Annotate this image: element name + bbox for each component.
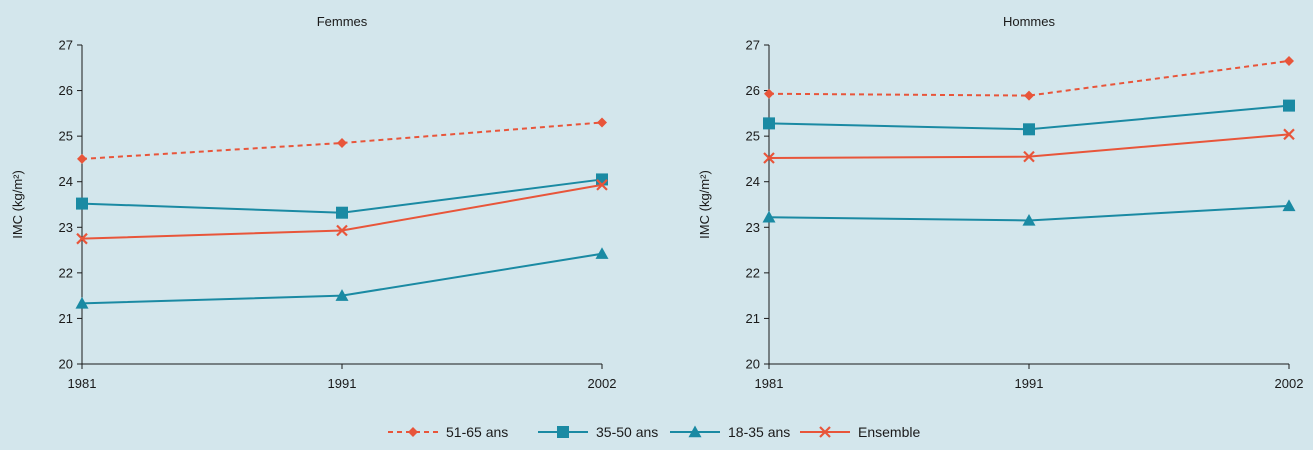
legend-label: 18-35 ans [728,424,790,440]
series-line-51-65-ans [81,121,603,160]
y-tick-label-femmes: 24 [59,174,73,189]
x-tick-label-hommes: 1981 [755,376,784,391]
data-point-ensemble [1283,128,1295,141]
series-line-ensemble [768,133,1290,160]
data-point-35-50-ans [1283,99,1295,112]
chart-panel-hommes: Hommes IMC (kg/m²) 20 21 22 23 24 25 26 27 1981 199… [697,14,1303,391]
data-point-51-65-ans [337,137,347,148]
data-point-18-35-ans [1282,199,1296,212]
data-point-51-65-ans [597,117,607,128]
data-point-18-35-ans [595,247,609,259]
data-point-18-35-ans [75,296,89,309]
data-point-35-50-ans [1023,123,1035,136]
data-point-51-65-ans [764,88,774,99]
data-point-ensemble [763,152,775,164]
data-point-ensemble [336,224,348,237]
data-point-35-50-ans [336,206,348,219]
legend-swatch-marker [408,427,418,437]
data-point-ensemble [1023,150,1035,163]
series-hommes-51-65-ans [764,55,1294,101]
y-tick-label-femmes: 26 [59,83,73,98]
y-tick-label-hommes: 21 [746,311,760,326]
data-point-51-65-ans [77,153,87,164]
series-femmes-ensemble [76,179,608,245]
chart-panel-femmes: Femmes IMC (kg/m²) 20 21 22 23 24 25 26 27 1981 199… [10,14,616,391]
y-tick-label-femmes: 27 [59,38,73,53]
chart-title-hommes: Hommes [1003,14,1056,29]
series-femmes-51-65-ans [77,117,607,164]
y-tick-label-hommes: 24 [746,174,760,189]
data-point-ensemble [76,232,88,245]
data-point-18-35-ans [762,210,776,223]
y-tick-label-hommes: 20 [746,357,760,372]
legend-swatch-marker [557,426,569,438]
y-axis-title-femmes: IMC (kg/m²) [10,170,25,239]
y-tick-label-hommes: 22 [746,265,760,280]
series-hommes-ensemble [763,128,1295,164]
series-line-51-65-ans [768,59,1290,97]
chart-title-femmes: Femmes [317,14,368,29]
data-point-35-50-ans [763,117,775,130]
y-tick-label-hommes: 27 [746,38,760,53]
y-tick-label-femmes: 20 [59,357,73,372]
x-tick-label-femmes: 1981 [68,376,97,391]
x-tick-label-femmes: 1991 [328,376,357,391]
series-hommes-35-50-ans [763,99,1295,136]
data-point-ensemble [596,179,608,191]
y-tick-label-femmes: 23 [59,220,73,235]
series-femmes-35-50-ans [76,173,608,219]
y-tick-label-hommes: 23 [746,220,760,235]
legend-label: 51-65 ans [446,424,508,440]
legend: 51-65 ans 35-50 ans 18-35 ans Ensemble [388,424,920,440]
data-point-51-65-ans [1284,55,1294,66]
data-point-18-35-ans [1022,213,1036,226]
y-tick-label-femmes: 21 [59,311,73,326]
legend-swatch-marker [819,426,831,438]
y-tick-label-hommes: 25 [746,129,760,144]
legend-label: Ensemble [858,424,920,440]
data-point-35-50-ans [76,197,88,210]
y-axis-title-hommes: IMC (kg/m²) [697,170,712,239]
x-tick-label-hommes: 1991 [1015,376,1044,391]
x-tick-label-femmes: 2002 [588,376,617,391]
legend-item-ensemble: Ensemble [800,424,920,440]
legend-item-18-35-ans: 18-35 ans [670,424,790,440]
legend-label: 35-50 ans [596,424,658,440]
legend-item-51-65-ans: 51-65 ans [388,424,508,440]
legend-swatch-marker [688,425,702,438]
y-tick-label-femmes: 22 [59,265,73,280]
data-point-51-65-ans [1024,90,1034,101]
series-femmes-18-35-ans [75,247,609,309]
x-tick-label-hommes: 2002 [1275,376,1304,391]
legend-item-35-50-ans: 35-50 ans [538,424,658,440]
y-tick-label-hommes: 26 [746,83,760,98]
y-tick-label-femmes: 25 [59,129,73,144]
series-hommes-18-35-ans [762,199,1296,226]
data-point-18-35-ans [335,289,349,301]
